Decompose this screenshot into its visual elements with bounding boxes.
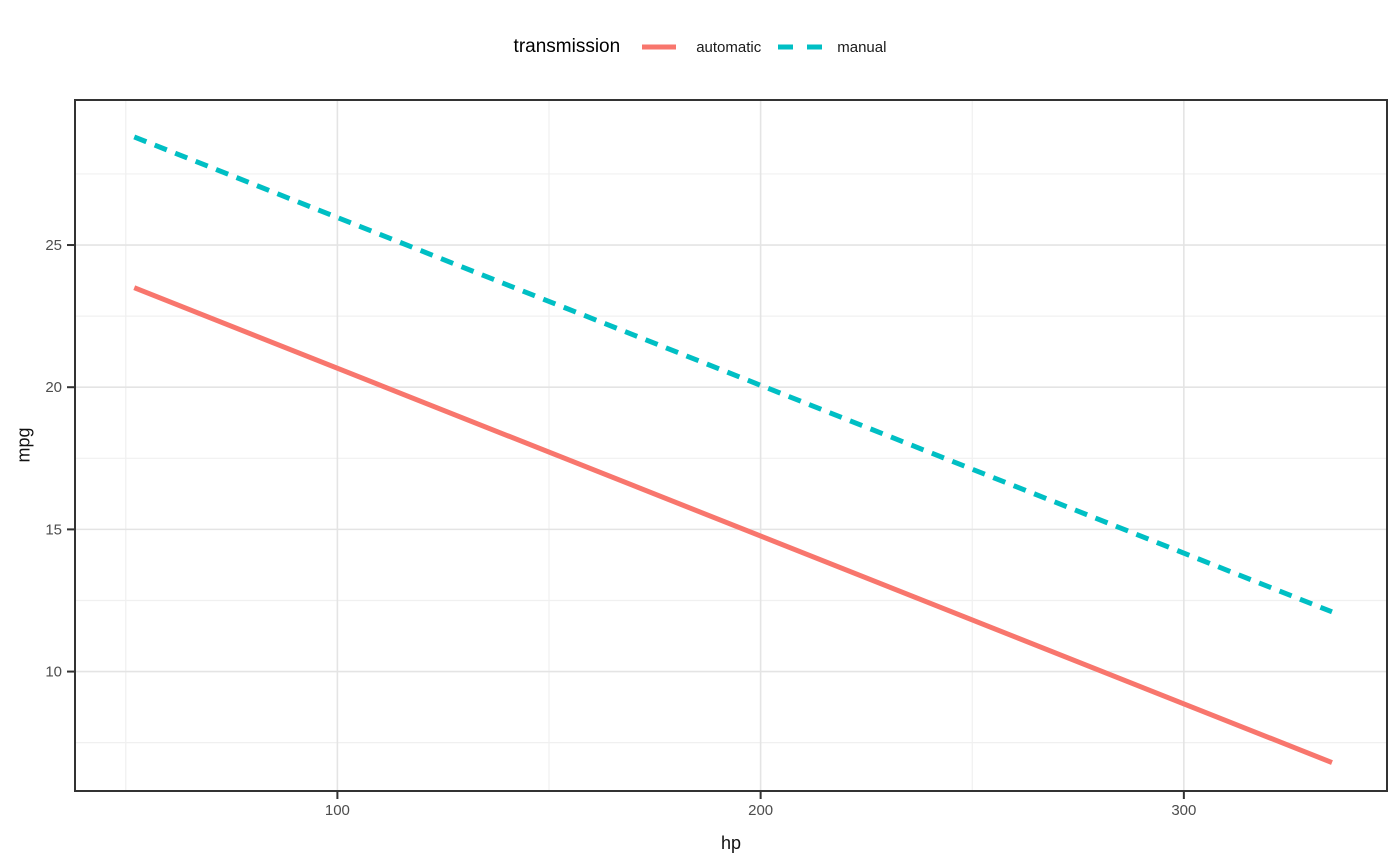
y-axis-tick-label: 25	[45, 237, 62, 254]
series-line-automatic	[133, 285, 1333, 765]
y-axis-tick-label: 20	[45, 379, 62, 396]
panel-border	[74, 99, 1388, 792]
legend-title: transmission	[513, 36, 621, 57]
x-axis-tick-label: 200	[748, 802, 773, 819]
series-line-manual	[133, 134, 1333, 615]
legend-label-automatic: automatic	[696, 38, 762, 56]
legend-label-manual: manual	[837, 38, 887, 56]
y-axis-tick-label: 15	[45, 521, 62, 538]
x-axis-title: hp	[720, 833, 742, 853]
legend: transmission automatic manual	[0, 36, 1400, 58]
legend-item-automatic: automatic	[637, 39, 761, 56]
x-axis-tick-label: 300	[1171, 802, 1196, 819]
legend-item-manual: manual	[778, 39, 886, 56]
y-axis-title: mpg	[13, 427, 34, 463]
y-axis-tick-label: 10	[45, 664, 62, 681]
x-axis-tick-label: 100	[325, 802, 350, 819]
automatic-solid-line-key-icon	[642, 44, 677, 50]
manual-dashed-line-key-icon	[778, 44, 823, 50]
